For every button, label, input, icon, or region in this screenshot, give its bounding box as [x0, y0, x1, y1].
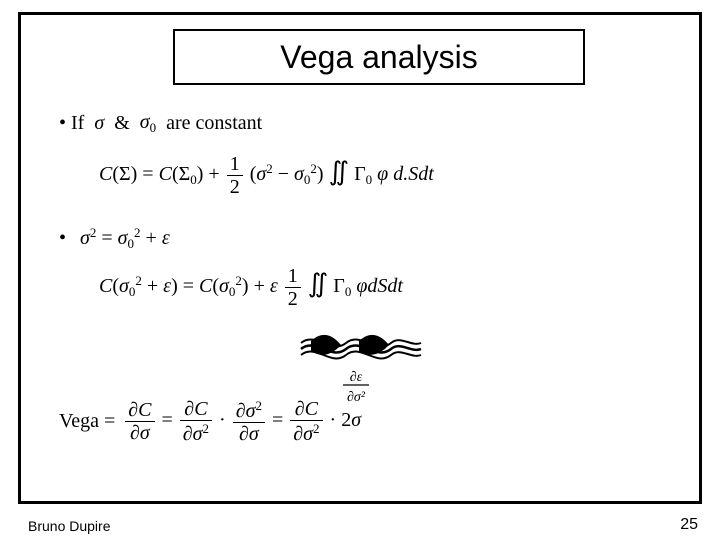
sigma-inline: σ [94, 112, 104, 135]
svg-text:∂σ²: ∂σ² [347, 390, 366, 405]
decorative-squiggle: ∂ε ∂σ² [271, 331, 441, 411]
slide-frame: Vega analysis • If σ & σ0 are constant C… [18, 12, 702, 504]
bullet2-dot: • [59, 227, 66, 250]
line-if: • If σ & σ0 are constant [59, 111, 661, 136]
equation-1: C(Σ) = C(Σ0) + 12 (σ2 − σ02) ∬ Γ0 φ d.Sd… [99, 154, 661, 197]
bullet-if-text: • If [59, 112, 84, 135]
sigma0-inline: σ0 [140, 111, 156, 136]
are-constant-text: are constant [166, 112, 262, 135]
title-box: Vega analysis [173, 29, 585, 85]
footer-page-number: 25 [680, 516, 698, 534]
footer-author: Bruno Dupire [28, 518, 111, 534]
squiggle-svg: ∂ε ∂σ² [271, 331, 441, 411]
equation-2: C(σ02 + ε) = C(σ02) + ε 12 ∬ Γ0 φdSdt [99, 266, 661, 309]
slide-title: Vega analysis [280, 39, 477, 76]
svg-text:∂ε: ∂ε [350, 370, 363, 385]
vega-label: Vega = [59, 410, 115, 433]
line-bullet2: • σ2 = σ02 + ε [59, 225, 661, 252]
ampersand: & [114, 112, 130, 135]
sigma-eq: σ2 = σ02 + ε [80, 225, 170, 252]
